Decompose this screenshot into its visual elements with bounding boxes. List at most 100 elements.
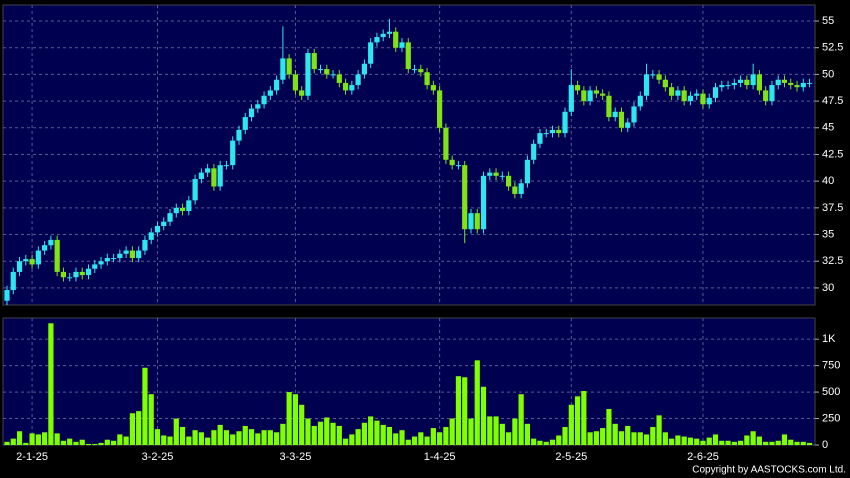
volume-bar — [361, 422, 367, 445]
volume-bar — [67, 438, 73, 445]
candle-body — [380, 33, 386, 38]
x-tick-label: 2-5-25 — [555, 451, 587, 463]
candle-body — [179, 207, 186, 212]
volume-bar — [625, 425, 631, 445]
candle-body — [631, 106, 637, 123]
candle-body — [261, 95, 267, 105]
y-tick-label: 1K — [822, 333, 836, 345]
volume-bar — [60, 440, 67, 445]
candle-body — [355, 74, 361, 86]
x-tick-label: 3-3-25 — [280, 451, 312, 463]
candle-body — [411, 69, 418, 71]
y-tick-label: 750 — [822, 360, 840, 372]
candle-body — [186, 200, 192, 212]
y-tick-label: 30 — [822, 282, 834, 294]
candle-body — [462, 165, 468, 230]
volume-bar — [781, 434, 788, 445]
volume-bar — [198, 432, 204, 445]
volume-bar — [524, 423, 531, 445]
volume-bar — [35, 434, 41, 445]
y-tick-label: 40 — [822, 175, 834, 187]
volume-bar — [274, 432, 280, 445]
volume-bar — [700, 440, 706, 445]
volume-bar — [506, 432, 512, 445]
volume-bar — [42, 432, 48, 445]
volume-bar — [148, 394, 154, 445]
volume-bar — [763, 441, 769, 445]
candle-body — [769, 85, 775, 102]
volume-bar — [117, 434, 123, 445]
candle-body — [612, 111, 618, 118]
candle-body — [549, 129, 556, 134]
candle-body — [280, 58, 286, 80]
candle-body — [443, 127, 449, 160]
candle-body — [42, 245, 48, 251]
candle-body — [643, 74, 650, 96]
volume-bar — [85, 443, 92, 445]
y-tick-label: 0 — [822, 439, 828, 451]
candle-body — [430, 85, 436, 91]
volume-bar — [129, 413, 135, 445]
volume-bar — [681, 436, 687, 445]
candle-body — [368, 42, 374, 64]
volume-bar — [242, 425, 248, 445]
candle-body — [518, 183, 524, 194]
candle-body — [255, 104, 261, 109]
candle-body — [48, 239, 54, 246]
volume-bar — [737, 440, 744, 445]
volume-bar — [380, 424, 386, 445]
volume-bar — [255, 433, 261, 445]
candle-body — [449, 159, 455, 166]
y-tick-label: 37.5 — [822, 202, 843, 214]
volume-bar — [280, 423, 286, 445]
volume-bar — [687, 437, 694, 445]
candle-body — [117, 253, 123, 259]
candle-body — [675, 90, 681, 96]
volume-bar — [480, 386, 487, 445]
candle-body — [737, 79, 744, 83]
volume-bar — [449, 418, 455, 445]
volume-bar — [600, 428, 606, 445]
candle-body — [763, 90, 769, 102]
y-tick-label: 250 — [822, 412, 840, 424]
candle-body — [656, 74, 662, 80]
volume-bar — [443, 427, 449, 445]
volume-bar — [512, 418, 518, 445]
candle-body — [474, 213, 480, 230]
volume-bar — [236, 431, 242, 445]
candle-body — [192, 179, 198, 201]
candle-body — [405, 42, 411, 70]
candle-body — [687, 95, 694, 102]
volume-bar — [10, 438, 16, 445]
candle-body — [110, 258, 117, 260]
volume-bar — [581, 391, 587, 445]
volume-bar — [474, 360, 480, 445]
candle-body — [468, 213, 474, 230]
volume-bar — [4, 441, 10, 445]
volume-bar — [568, 404, 574, 445]
candle-body — [487, 172, 493, 176]
candle-body — [292, 74, 299, 91]
candle-body — [775, 79, 781, 86]
candle-body — [98, 261, 104, 265]
candle-body — [480, 175, 487, 230]
y-tick-label: 42.5 — [822, 148, 843, 160]
candle-body — [712, 87, 719, 98]
candle-body — [154, 225, 161, 233]
candle-body — [574, 85, 581, 91]
volume-bar — [92, 443, 98, 445]
volume-bar — [292, 394, 299, 445]
volume-bar — [23, 442, 29, 445]
volume-bar — [79, 439, 85, 445]
volume-bar — [675, 435, 681, 445]
candle-body — [267, 90, 273, 96]
candle-body — [625, 122, 631, 128]
volume-bar — [744, 435, 750, 445]
candle-body — [399, 42, 405, 48]
copyright: Copyright by AASTOCKS.com Ltd. — [692, 465, 846, 476]
candle-body — [167, 213, 173, 222]
volume-bar — [136, 411, 142, 445]
volume-bar — [574, 396, 581, 445]
volume-bar — [355, 429, 361, 445]
